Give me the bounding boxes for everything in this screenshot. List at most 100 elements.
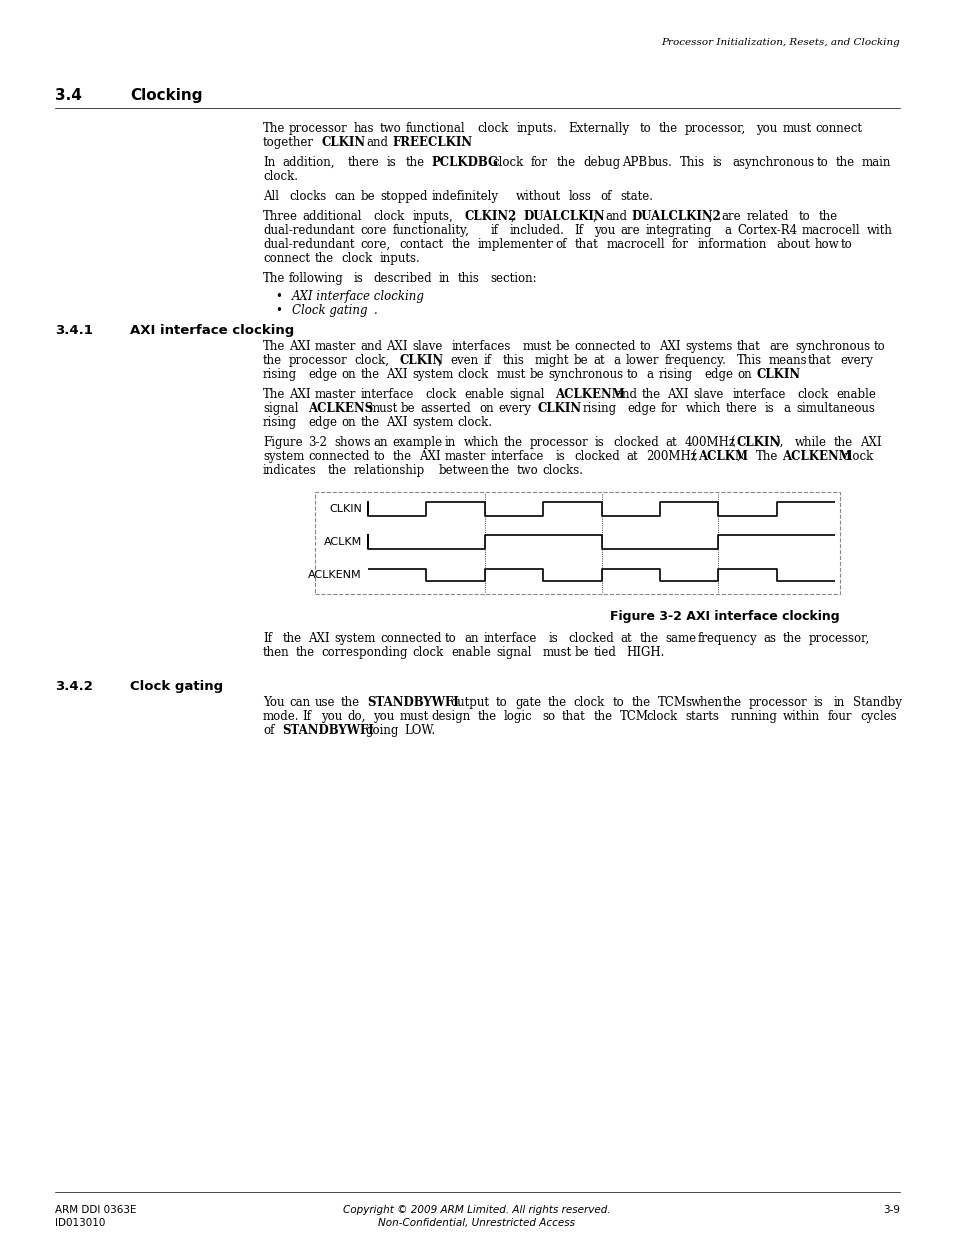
Text: DUALCLKIN2: DUALCLKIN2 <box>631 210 720 224</box>
Text: rising: rising <box>263 368 296 382</box>
Text: Cortex-R4: Cortex-R4 <box>737 224 797 237</box>
Text: main: main <box>862 156 890 169</box>
Text: implementer: implementer <box>476 238 553 251</box>
Text: every: every <box>840 354 872 367</box>
Text: master: master <box>314 340 356 353</box>
Text: CLKIN: CLKIN <box>756 368 800 382</box>
Text: related: related <box>746 210 789 224</box>
Text: this: this <box>502 354 524 367</box>
Text: if: if <box>482 354 491 367</box>
Text: edge: edge <box>703 368 733 382</box>
Text: ID013010: ID013010 <box>55 1218 105 1228</box>
Text: clocked: clocked <box>568 632 614 645</box>
Text: signal: signal <box>509 388 545 401</box>
Text: the: the <box>476 710 496 722</box>
Text: is: is <box>548 632 558 645</box>
Text: that: that <box>737 340 760 353</box>
Text: signal: signal <box>497 646 532 659</box>
Text: ACLKM: ACLKM <box>323 537 361 547</box>
Text: at: at <box>593 354 604 367</box>
Text: edge: edge <box>308 416 337 429</box>
Text: corresponding: corresponding <box>321 646 408 659</box>
Text: frequency: frequency <box>698 632 757 645</box>
Text: there: there <box>347 156 378 169</box>
Bar <box>314 492 840 594</box>
Text: frequency.: frequency. <box>664 354 726 367</box>
Text: 3.4.1: 3.4.1 <box>55 324 92 337</box>
Text: •: • <box>274 290 281 303</box>
Text: indicates: indicates <box>263 464 316 477</box>
Text: this: this <box>457 272 479 285</box>
Text: APB: APB <box>621 156 646 169</box>
Text: at: at <box>619 632 631 645</box>
Text: to: to <box>495 697 507 709</box>
Text: system: system <box>412 368 454 382</box>
Text: for: for <box>671 238 688 251</box>
Text: to: to <box>373 450 385 463</box>
Text: Clock gating: Clock gating <box>130 680 223 693</box>
Text: to: to <box>816 156 827 169</box>
Text: The: The <box>263 340 285 353</box>
Text: synchronous: synchronous <box>795 340 870 353</box>
Text: 3.4.2: 3.4.2 <box>55 680 92 693</box>
Text: to: to <box>444 632 456 645</box>
Text: ACLKM: ACLKM <box>698 450 747 463</box>
Text: asserted: asserted <box>420 403 471 415</box>
Text: loss: loss <box>568 190 591 203</box>
Text: which: which <box>464 436 499 450</box>
Text: section:: section: <box>490 272 537 285</box>
Text: four: four <box>827 710 851 722</box>
Text: be: be <box>400 403 416 415</box>
Text: enable: enable <box>835 388 875 401</box>
Text: This: This <box>679 156 704 169</box>
Text: clock: clock <box>476 122 508 135</box>
Text: clock: clock <box>645 710 677 722</box>
Text: AXI interface clocking: AXI interface clocking <box>130 324 294 337</box>
Text: inputs.: inputs. <box>516 122 557 135</box>
Text: you: you <box>594 224 615 237</box>
Text: the: the <box>340 697 359 709</box>
Text: within: within <box>781 710 819 722</box>
Text: when: when <box>690 697 721 709</box>
Text: ACLKENM: ACLKENM <box>555 388 624 401</box>
Text: clock: clock <box>425 388 456 401</box>
Text: be: be <box>574 646 589 659</box>
Text: 3-9: 3-9 <box>882 1205 899 1215</box>
Text: systems: systems <box>684 340 732 353</box>
Text: FREECLKIN: FREECLKIN <box>392 136 472 149</box>
Text: the: the <box>639 632 658 645</box>
Text: 3.4: 3.4 <box>55 88 82 103</box>
Text: the: the <box>557 156 576 169</box>
Text: be: be <box>360 190 375 203</box>
Text: which: which <box>685 403 720 415</box>
Text: edge: edge <box>308 368 337 382</box>
Text: 200MHz: 200MHz <box>645 450 697 463</box>
Text: you: you <box>321 710 342 722</box>
Text: the: the <box>503 436 522 450</box>
Text: in: in <box>444 436 456 450</box>
Text: ACLKENM: ACLKENM <box>308 571 361 580</box>
Text: If: If <box>302 710 311 722</box>
Text: logic: logic <box>503 710 532 722</box>
Text: CLKIN: CLKIN <box>737 436 781 450</box>
Text: with: with <box>866 224 892 237</box>
Text: interface: interface <box>360 388 414 401</box>
Text: the: the <box>833 436 852 450</box>
Text: the: the <box>393 450 412 463</box>
Text: shows: shows <box>335 436 371 450</box>
Text: clock.: clock. <box>457 416 493 429</box>
Text: contact: contact <box>399 238 443 251</box>
Text: the: the <box>295 646 314 659</box>
Text: state.: state. <box>619 190 653 203</box>
Text: a: a <box>782 403 790 415</box>
Text: can: can <box>335 190 355 203</box>
Text: system: system <box>263 450 304 463</box>
Text: dual-redundant: dual-redundant <box>263 238 355 251</box>
Text: bus.: bus. <box>647 156 672 169</box>
Text: (: ( <box>730 436 735 450</box>
Text: inputs.: inputs. <box>379 252 420 266</box>
Text: CLKIN: CLKIN <box>537 403 581 415</box>
Text: clocked: clocked <box>613 436 659 450</box>
Text: has: has <box>354 122 374 135</box>
Text: is: is <box>386 156 395 169</box>
